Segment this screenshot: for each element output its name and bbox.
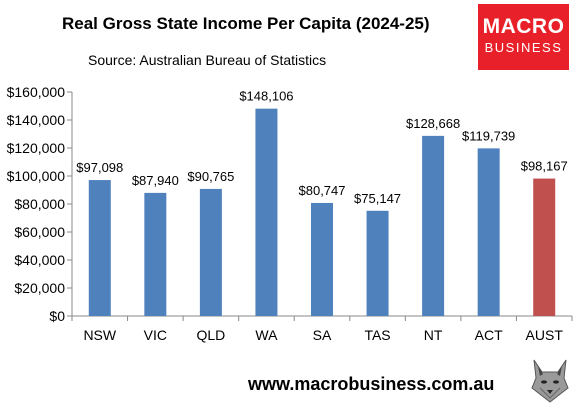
data-label-act: $119,739 bbox=[462, 128, 515, 143]
footer-url: www.macrobusiness.com.au bbox=[248, 374, 495, 394]
bar-sa bbox=[311, 202, 333, 316]
y-tick-label: $160,000 bbox=[7, 84, 66, 100]
data-label-aust: $98,167 bbox=[521, 159, 568, 174]
y-tick-label: $120,000 bbox=[7, 140, 66, 156]
chart-source: Source: Australian Bureau of Statistics bbox=[88, 52, 327, 68]
x-tick-label-sa: SA bbox=[313, 327, 332, 343]
bar-qld bbox=[199, 188, 222, 316]
y-tick-label: $20,000 bbox=[14, 280, 65, 296]
y-tick-label: $0 bbox=[49, 308, 65, 324]
y-tick-label: $80,000 bbox=[14, 196, 65, 212]
x-tick-label-vic: VIC bbox=[144, 327, 167, 343]
logo-line-2: BUSINESS bbox=[484, 40, 563, 55]
y-tick-label: $60,000 bbox=[14, 224, 65, 240]
data-label-sa: $80,747 bbox=[299, 183, 346, 198]
x-tick-label-qld: QLD bbox=[196, 327, 225, 343]
y-tick-label: $100,000 bbox=[7, 168, 66, 184]
wolf-logo-icon bbox=[531, 359, 569, 403]
y-tick-label: $40,000 bbox=[14, 252, 65, 268]
data-label-nsw: $97,098 bbox=[76, 160, 123, 175]
data-label-vic: $87,940 bbox=[132, 173, 179, 188]
data-label-nt: $128,668 bbox=[406, 116, 460, 131]
macrobusiness-logo: MACRO BUSINESS bbox=[478, 4, 569, 70]
bar-aust bbox=[533, 178, 556, 316]
data-label-qld: $90,765 bbox=[187, 169, 234, 184]
y-tick-label: $140,000 bbox=[7, 112, 66, 128]
logo-line-1: MACRO bbox=[482, 15, 565, 38]
bar-tas bbox=[366, 210, 389, 316]
x-tick-label-tas: TAS bbox=[364, 327, 390, 343]
x-tick-label-nt: NT bbox=[424, 327, 443, 343]
bar-nsw bbox=[88, 180, 111, 316]
x-tick-label-wa: WA bbox=[255, 327, 278, 343]
data-label-tas: $75,147 bbox=[354, 191, 401, 206]
x-tick-label-aust: AUST bbox=[526, 327, 564, 343]
x-tick-label-act: ACT bbox=[475, 327, 503, 343]
x-tick-label-nsw: NSW bbox=[83, 327, 116, 343]
chart-title: Real Gross State Income Per Capita (2024… bbox=[62, 14, 430, 33]
bar-vic bbox=[144, 192, 167, 316]
bar-wa bbox=[255, 108, 278, 316]
bar-nt bbox=[422, 135, 445, 316]
data-label-wa: $148,106 bbox=[239, 89, 293, 104]
bar-act bbox=[477, 148, 500, 316]
